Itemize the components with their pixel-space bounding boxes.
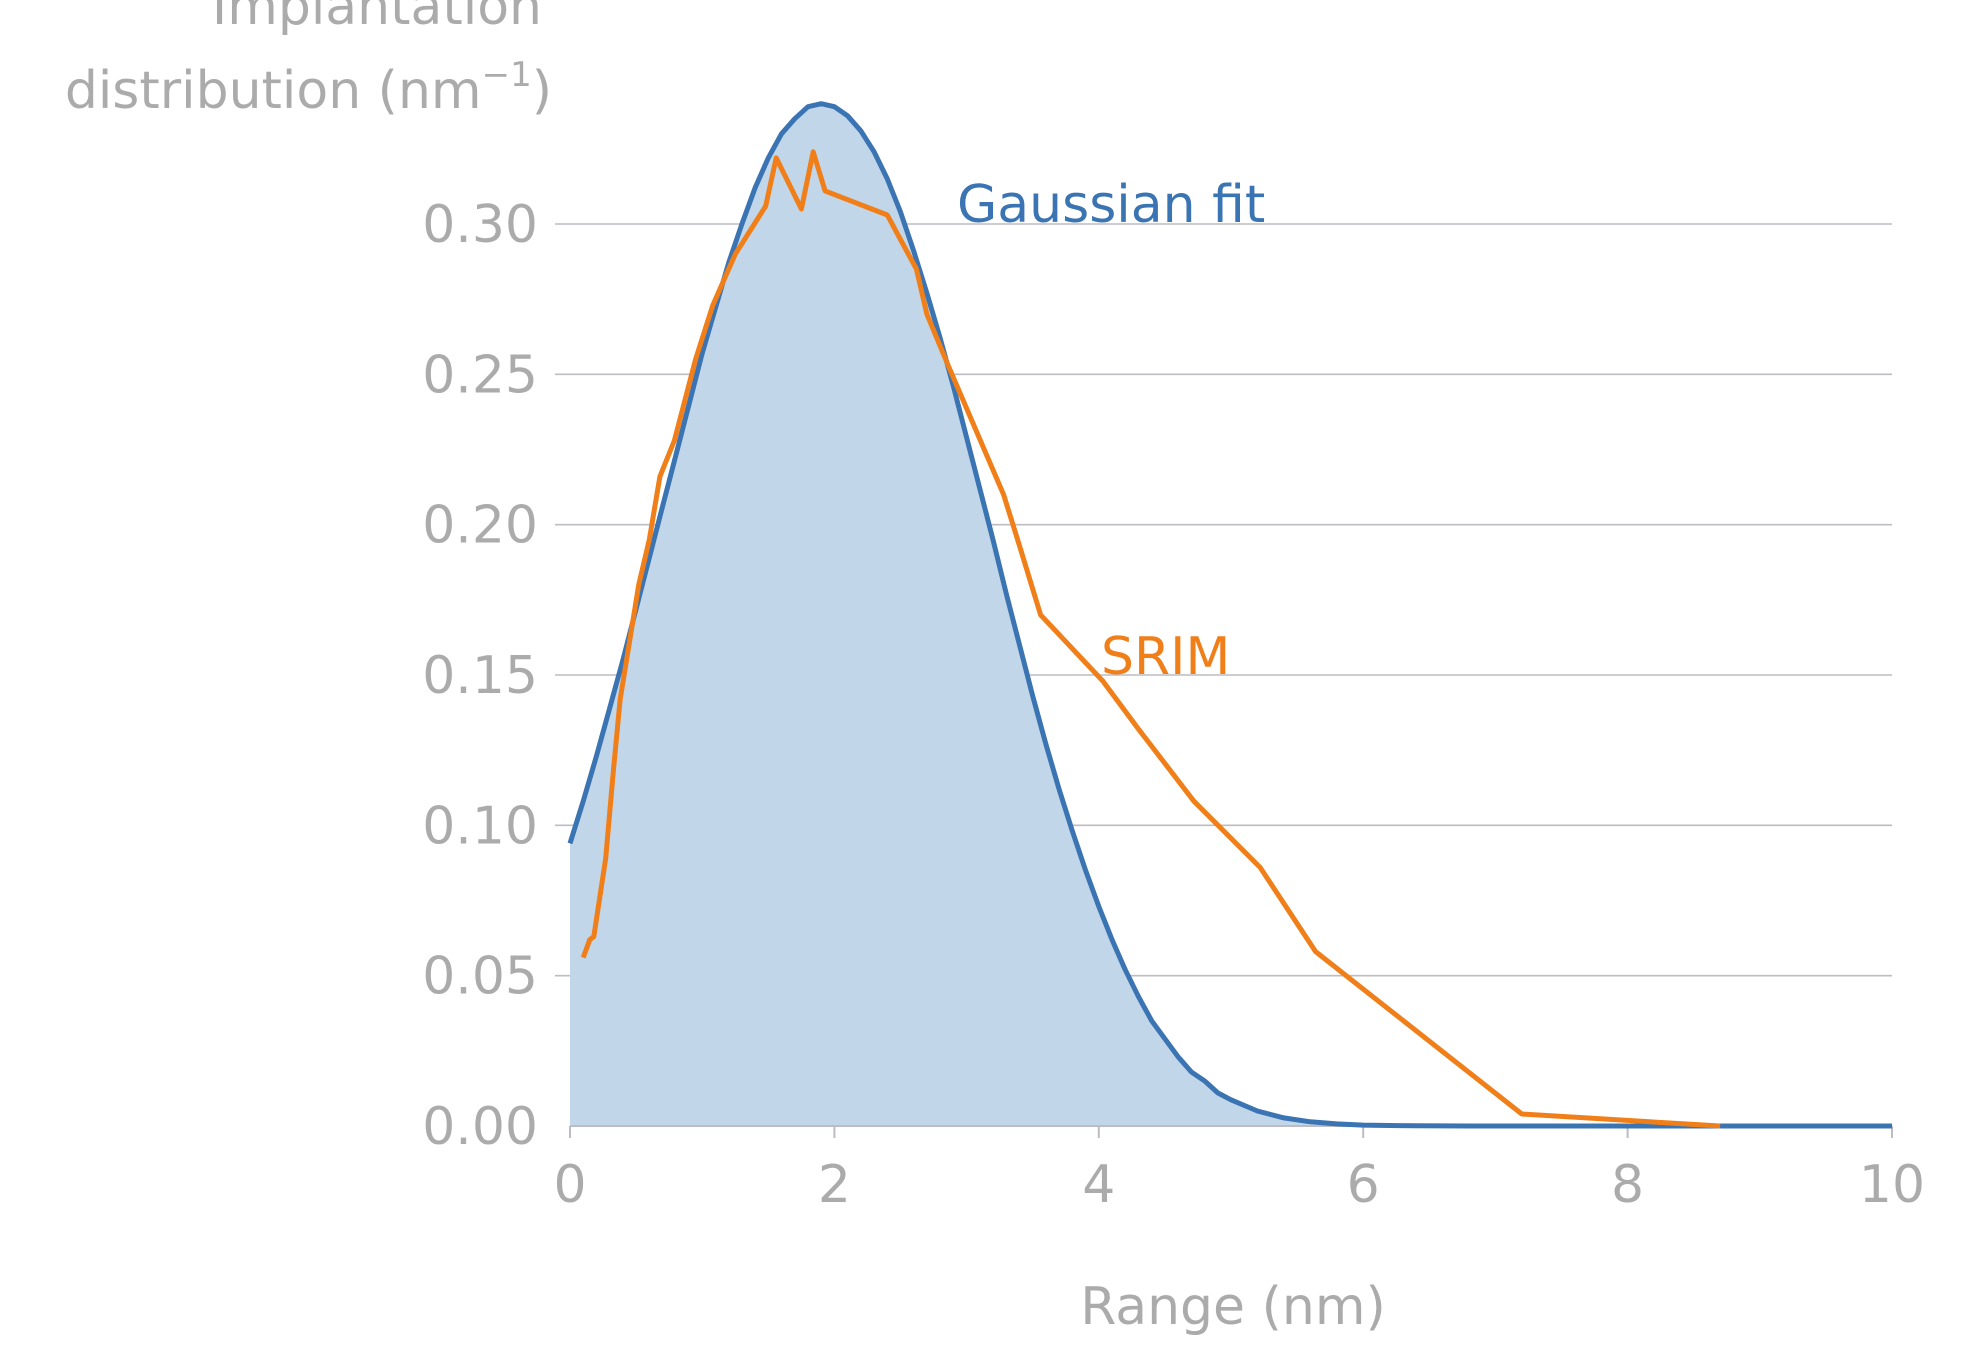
x-tick-label-0: 0 <box>553 1155 586 1215</box>
x-tick-label-3: 6 <box>1347 1155 1380 1215</box>
y-axis-title: Implantation <box>212 0 542 37</box>
y-tick-label-1: 0.05 <box>422 947 538 1007</box>
x-tick-labels: 0 2 4 6 8 10 <box>553 1155 1925 1215</box>
x-axis-title: Range (nm) <box>1080 1277 1386 1337</box>
gaussian-fit-label: Gaussian fit <box>957 175 1265 235</box>
y-tick-label-4: 0.20 <box>422 496 538 556</box>
y-tick-label-0: 0.00 <box>422 1097 538 1157</box>
y-tick-label-6: 0.30 <box>422 195 538 255</box>
y-tick-label-2: 0.10 <box>422 796 538 856</box>
x-tick-label-5: 10 <box>1859 1155 1925 1215</box>
y-tick-label-5: 0.25 <box>422 345 538 405</box>
y-axis-title-exponent: −1 <box>482 55 532 95</box>
x-tick-label-4: 8 <box>1611 1155 1644 1215</box>
gaussian-fit-area <box>570 103 1892 1126</box>
y-tick-label-3: 0.15 <box>422 646 538 706</box>
y-axis-title-2: distribution (nm−1) <box>65 55 552 121</box>
gaussian-fit-line <box>567 101 1892 1129</box>
srim-line <box>580 149 1721 1129</box>
y-tick-labels: 0.00 0.05 0.10 0.15 0.20 0.25 0.30 <box>422 195 538 1157</box>
srim-label: SRIM <box>1101 627 1230 687</box>
y-axis-title-line2: distribution (nm <box>65 61 482 121</box>
x-tick-label-1: 2 <box>818 1155 851 1215</box>
y-axis-title-close: ) <box>532 61 552 121</box>
y-axis-title-line1: Implantation <box>212 0 542 37</box>
x-tick-label-2: 4 <box>1082 1155 1115 1215</box>
